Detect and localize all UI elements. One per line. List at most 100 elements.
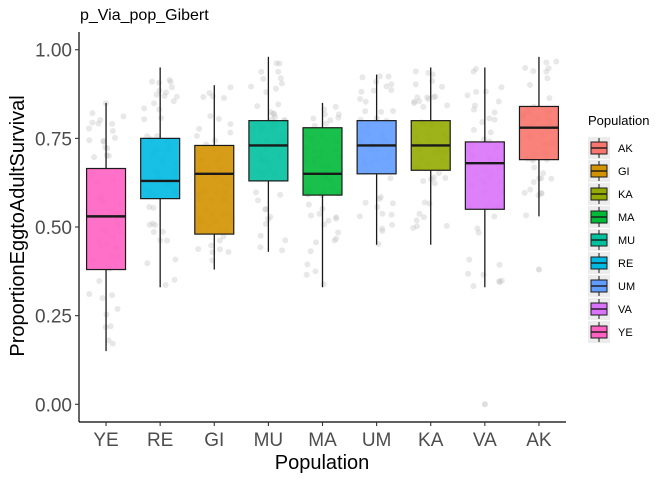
jitter-point — [376, 73, 383, 80]
jitter-point — [105, 152, 112, 159]
jitter-point — [150, 204, 157, 211]
box-mu — [248, 56, 289, 252]
jitter-point — [491, 213, 498, 220]
jitter-point — [376, 195, 383, 202]
box-iqr — [194, 144, 235, 235]
jitter-point — [470, 126, 477, 133]
jitter-point — [442, 174, 449, 181]
jitter-point — [379, 210, 386, 217]
jitter-point — [479, 119, 486, 126]
y-tick-label: 0.50 — [35, 218, 72, 239]
jitter-point — [333, 214, 340, 221]
jitter-point — [416, 98, 423, 105]
jitter-point — [156, 87, 163, 94]
jitter-point — [496, 279, 503, 286]
jitter-point — [320, 281, 327, 288]
jitter-point — [335, 111, 342, 118]
legend: Population AK GI KA MA MU RE UM VA YE — [588, 113, 649, 343]
jitter-point — [109, 120, 116, 127]
jitter-point — [356, 213, 363, 220]
x-tick-label: KA — [418, 430, 444, 451]
jitter-point — [538, 175, 545, 182]
boxes — [85, 56, 560, 352]
jitter-point — [358, 88, 365, 95]
jitter-point — [227, 121, 234, 128]
jitter-point — [526, 81, 533, 88]
jitter-point — [444, 102, 451, 109]
box-iqr — [356, 120, 397, 175]
jitter-point — [163, 89, 170, 96]
jitter-point — [522, 64, 529, 71]
jitter-point — [162, 282, 169, 289]
jitter-point — [332, 103, 339, 110]
jitter-point — [379, 227, 386, 234]
jitter-point — [257, 244, 264, 251]
jitter-point — [277, 75, 284, 82]
jitter-point — [411, 99, 418, 106]
box-um — [356, 74, 397, 245]
jitter-point — [530, 179, 537, 186]
legend-entry-um: UM — [588, 275, 635, 297]
jitter-point — [470, 68, 477, 75]
jitter-point — [146, 221, 153, 228]
jitter-point — [109, 340, 116, 347]
box-iqr — [518, 105, 560, 161]
jitter-point — [275, 101, 282, 108]
jitter-point — [412, 68, 419, 75]
jitter-point — [172, 256, 179, 263]
x-tick-label: MU — [254, 430, 284, 451]
jitter-point — [151, 100, 158, 107]
jitter-point — [544, 75, 551, 82]
jitter-point — [103, 152, 110, 159]
jitter-point — [86, 291, 93, 298]
jitter-point — [486, 115, 493, 122]
jitter-point — [141, 116, 148, 123]
legend-entry-va: VA — [588, 298, 633, 320]
jitter-point — [331, 237, 338, 244]
jitter-point — [546, 95, 553, 102]
jitter-point — [273, 60, 280, 67]
jitter-point — [227, 129, 234, 136]
jitter-point — [154, 133, 161, 140]
jitter-point — [207, 113, 214, 120]
jitter-point — [414, 94, 421, 101]
jitter-point — [424, 94, 431, 101]
box-iqr — [248, 120, 289, 182]
jitter-point — [435, 170, 442, 177]
jitter-point — [150, 229, 157, 236]
jitter-point — [109, 292, 116, 299]
jitter-point — [271, 110, 278, 117]
jitter-point — [430, 94, 437, 101]
box-ye — [85, 102, 127, 352]
jitter-point — [86, 137, 93, 144]
jitter-point — [471, 102, 478, 109]
jitter-point — [429, 77, 436, 84]
jitter-point — [464, 92, 471, 99]
jitter-point — [425, 69, 432, 76]
box-va — [464, 67, 505, 288]
jitter-point — [421, 199, 428, 206]
jitter-point — [473, 88, 480, 95]
jitter-point — [538, 190, 545, 197]
jitter-point — [465, 270, 472, 277]
y-tick-label: 0.25 — [35, 307, 72, 328]
legend-label: UM — [618, 281, 635, 293]
legend-title: Population — [588, 113, 649, 128]
y-axis-title: ProportionEggtoAdultSurvival — [7, 95, 29, 356]
jitter-point — [144, 260, 151, 267]
y-ticks: 0.00 0.25 0.50 0.75 1.00 — [35, 41, 79, 416]
jitter-point — [89, 119, 96, 126]
jitter-point — [412, 81, 419, 88]
legend-entry-ka: KA — [588, 183, 633, 205]
jitter-point — [388, 87, 395, 94]
jitter-point — [475, 229, 482, 236]
jitter-point — [553, 58, 560, 65]
jitter-point — [388, 211, 395, 218]
jitter-point — [146, 204, 153, 211]
jitter-point — [521, 189, 528, 196]
jitter-point — [530, 68, 537, 75]
legend-label: YE — [618, 327, 633, 339]
jitter-point — [267, 109, 274, 116]
jitter-point — [303, 271, 310, 278]
jitter-point — [282, 237, 289, 244]
